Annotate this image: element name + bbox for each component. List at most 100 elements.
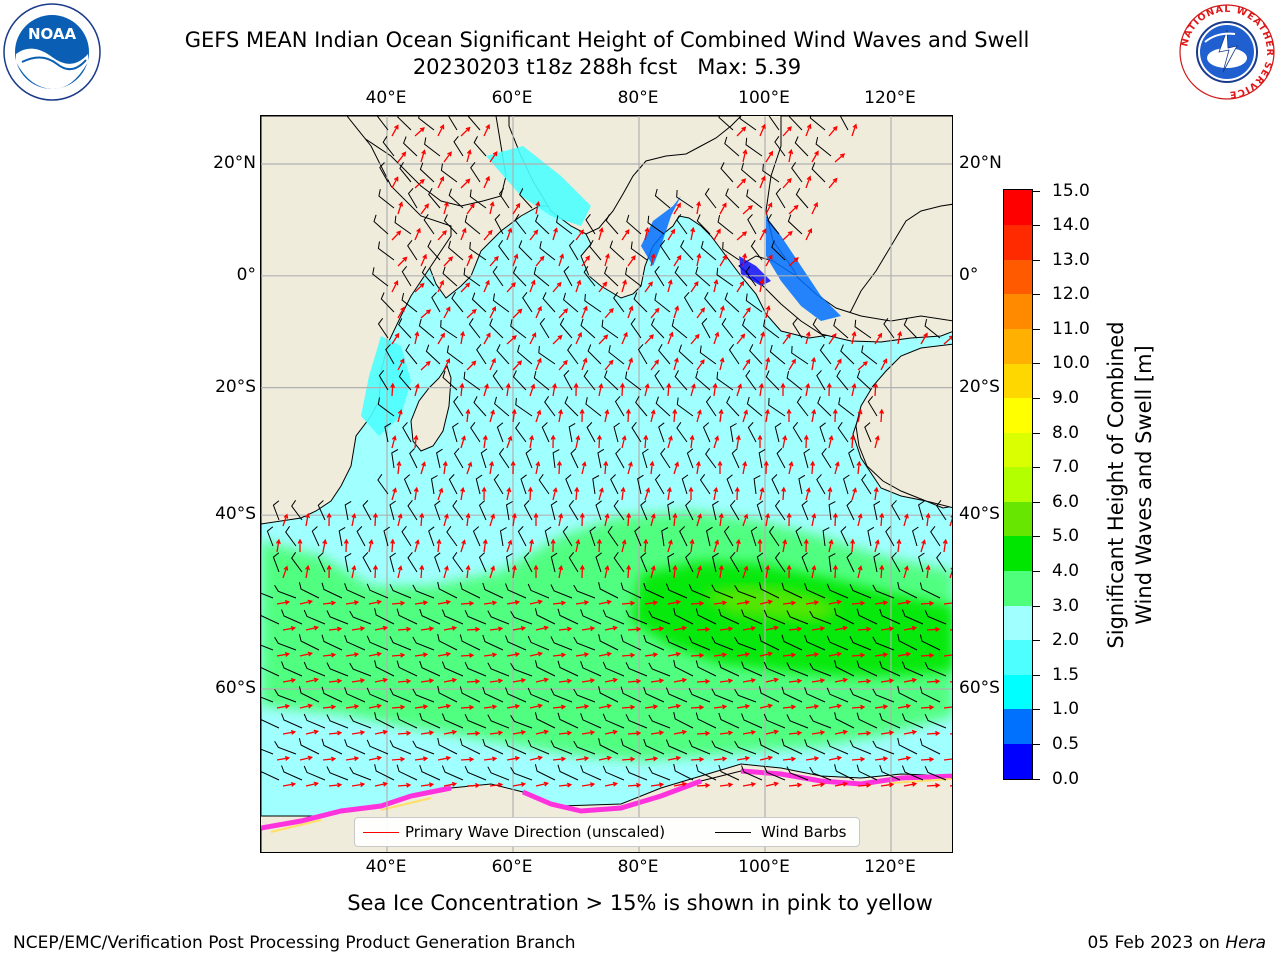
wind-barb <box>771 240 786 261</box>
wave-arrow <box>696 200 702 215</box>
colorbar-segment <box>1004 605 1032 641</box>
wind-barb <box>580 765 602 781</box>
wave-arrow <box>489 305 497 319</box>
wave-arrow <box>828 755 843 761</box>
lon-tick-label: 80°E <box>617 857 659 877</box>
wave-arrow <box>558 626 573 632</box>
wave-arrow <box>466 678 481 684</box>
wave-arrow <box>805 652 820 658</box>
wind-barb <box>897 685 918 703</box>
wind-barb <box>819 344 832 365</box>
wind-barb <box>423 214 435 235</box>
wave-arrow <box>943 653 952 657</box>
wind-barb <box>901 713 924 729</box>
wave-arrow <box>372 564 378 579</box>
wave-arrow <box>535 729 550 735</box>
wind-barb <box>758 582 780 599</box>
wind-barb <box>580 609 602 625</box>
wind-barb <box>378 189 395 209</box>
wind-barb <box>667 553 675 573</box>
wave-arrow <box>856 460 862 475</box>
wave-arrow <box>627 305 634 319</box>
wind-barb <box>602 765 625 781</box>
wave-arrow <box>736 126 747 137</box>
wave-arrow <box>718 408 724 423</box>
wind-barb <box>643 582 665 599</box>
wind-barb <box>901 765 924 781</box>
wind-barb <box>464 765 487 781</box>
wave-arrow <box>420 461 426 475</box>
wave-arrow <box>535 781 550 787</box>
wind-barb <box>718 764 740 781</box>
wind-barb <box>478 552 487 573</box>
wave-arrow <box>533 512 539 526</box>
colorbar-segment <box>1004 397 1032 433</box>
colorbar-segment <box>1004 501 1032 537</box>
wave-arrow <box>696 513 702 527</box>
wind-barb <box>795 526 803 547</box>
wind-barb <box>272 552 280 573</box>
wave-arrow <box>443 677 458 683</box>
wave-arrow <box>644 652 659 658</box>
wave-arrow <box>511 408 517 423</box>
wind-barb <box>496 422 504 443</box>
wind-barb <box>412 740 435 755</box>
wind-barb <box>838 397 855 417</box>
colorbar-tick-label: 7.0 <box>1052 457 1080 478</box>
wind-barb <box>487 610 510 625</box>
colorbar-tick-label: 5.0 <box>1052 526 1080 547</box>
wind-barb <box>721 318 734 339</box>
wind-barb <box>428 526 435 547</box>
wave-arrow <box>879 512 885 527</box>
wind-barb <box>717 214 734 235</box>
wind-barb <box>427 240 441 261</box>
wind-barb <box>695 266 711 287</box>
colorbar-tick-mark <box>1033 190 1040 192</box>
wave-arrow <box>558 730 573 736</box>
wind-barb <box>750 240 763 261</box>
wave-arrow <box>419 512 425 527</box>
lon-tick-label: 60°E <box>491 88 533 108</box>
wave-arrow <box>713 756 728 762</box>
wave-arrow <box>810 460 816 475</box>
colorbar-tick-label: 9.0 <box>1052 388 1080 409</box>
wind-barb <box>643 634 665 651</box>
wave-arrow <box>529 332 537 345</box>
wave-arrow <box>943 335 952 345</box>
wave-arrow <box>552 487 558 501</box>
wave-arrow <box>535 460 541 475</box>
wave-arrow <box>535 357 542 371</box>
wind-barb <box>519 188 533 209</box>
wind-barb <box>448 188 464 209</box>
colorbar-segment <box>1004 743 1032 779</box>
wave-arrow <box>742 781 757 787</box>
wind-barb <box>557 660 579 677</box>
wave-arrow <box>832 408 838 423</box>
colorbar-segment <box>1004 362 1032 399</box>
wave-arrow <box>466 203 475 215</box>
wind-barb <box>696 214 711 235</box>
wave-arrow <box>857 626 872 632</box>
wind-barb <box>861 345 878 365</box>
wind-barb <box>794 136 809 157</box>
wave-arrow <box>527 486 533 501</box>
wave-arrow <box>765 356 771 371</box>
wave-arrow <box>483 123 490 137</box>
wind-barb <box>570 448 579 469</box>
wave-arrow <box>512 781 527 787</box>
wave-arrow <box>690 333 700 345</box>
wave-arrow <box>552 382 558 397</box>
wind-barb <box>419 660 441 677</box>
wave-arrow <box>742 729 757 735</box>
wave-arrow <box>420 203 430 215</box>
wave-arrow <box>276 703 291 709</box>
wave-arrow <box>736 755 751 761</box>
wind-barb <box>383 526 390 547</box>
wind-barb <box>741 765 763 781</box>
colorbar-tick-mark <box>1033 398 1040 400</box>
wave-arrow <box>713 539 720 553</box>
wave-arrow <box>345 600 360 606</box>
wind-barb <box>728 344 740 365</box>
wind-barb <box>469 189 487 209</box>
wave-arrow <box>811 512 817 527</box>
